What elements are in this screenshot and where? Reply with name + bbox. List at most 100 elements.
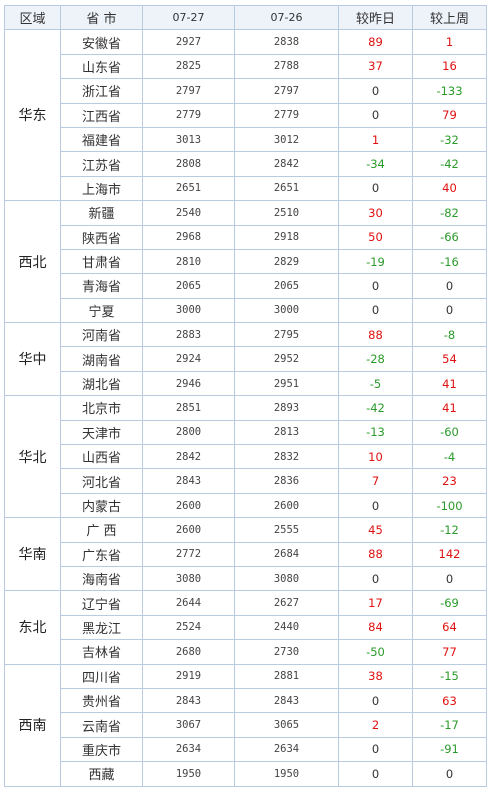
table-row: 陕西省 2968 2918 50 -66	[5, 224, 487, 250]
table-row: 浙江省 2797 2797 0 -133	[5, 78, 487, 104]
table-row: 内蒙古 2600 2600 0 -100	[5, 492, 487, 519]
province-cell: 河北省	[60, 468, 143, 494]
change-vs-yesterday-cell: 0	[338, 273, 413, 299]
province-cell: 黑龙江	[60, 614, 143, 641]
price-0726-cell: 2881	[234, 663, 339, 689]
price-0726-cell: 3080	[234, 565, 339, 592]
header-date-0726: 07-26	[234, 4, 339, 31]
price-0727-cell: 2842	[142, 444, 235, 470]
header-region: 区域	[4, 4, 61, 31]
price-0726-cell: 2952	[234, 346, 339, 372]
price-0727-cell: 3080	[142, 565, 235, 592]
table-row: 山东省 2825 2788 37 16	[5, 53, 487, 80]
table-row: 福建省 3013 3012 1 -32	[5, 126, 487, 153]
province-cell: 西藏	[60, 761, 143, 787]
price-0727-cell: 1950	[142, 761, 235, 787]
table-header: 区域 省 市 07-27 07-26 较昨日 较上周	[4, 4, 487, 31]
price-0726-cell: 2627	[234, 590, 339, 616]
table-row: 湖北省 2946 2951 -5 41	[5, 370, 487, 397]
change-vs-last-week-cell: -91	[412, 736, 487, 763]
price-0726-cell: 2651	[234, 175, 339, 202]
change-vs-last-week-cell: -15	[412, 663, 487, 689]
change-vs-last-week-cell: -69	[412, 590, 487, 616]
price-0727-cell: 2600	[142, 492, 235, 519]
province-cell: 湖北省	[60, 370, 143, 397]
province-cell: 内蒙古	[60, 492, 143, 519]
table-row: 云南省 3067 3065 2 -17	[5, 712, 487, 738]
change-vs-last-week-cell: -12	[412, 517, 487, 543]
province-cell: 湖南省	[60, 346, 143, 372]
header-province: 省 市	[60, 4, 143, 31]
table-row: 华南广 西 2600 2555 45 -12	[4, 517, 487, 592]
price-0726-cell: 2797	[234, 78, 339, 104]
change-vs-yesterday-cell: -28	[338, 346, 413, 372]
price-table-container: 区域 省 市 07-27 07-26 较昨日 较上周 华东 安徽省 2927 2838…	[4, 4, 487, 787]
header-vs-last-week: 较上周	[412, 4, 487, 31]
change-vs-yesterday-cell: 0	[338, 78, 413, 104]
price-0727-cell: 2634	[142, 736, 235, 763]
province-cell: 山东省	[60, 53, 143, 80]
change-vs-yesterday-cell: 88	[338, 322, 413, 348]
change-vs-last-week-cell: -42	[412, 151, 487, 177]
province-cell: 福建省	[60, 126, 143, 153]
province-cell: 陕西省	[60, 224, 143, 250]
price-0726-cell: 2788	[234, 53, 339, 80]
change-vs-yesterday-cell: 38	[338, 663, 413, 689]
table-row: 华东 安徽省 2927 2838 89 1	[4, 29, 487, 202]
table-body: 华东 安徽省 2927 2838 89 1 山东省 2825 2788 37 16 浙江省 2797 27…	[4, 29, 487, 787]
change-vs-yesterday-cell: -19	[338, 248, 413, 275]
price-0726-cell: 2440	[234, 614, 339, 641]
change-vs-yesterday-cell: -13	[338, 419, 413, 446]
table-row: 西藏 1950 1950 0 0	[5, 761, 487, 787]
change-vs-last-week-cell: 142	[412, 541, 487, 567]
change-vs-yesterday-cell: 0	[338, 102, 413, 128]
price-0726-cell: 3012	[234, 126, 339, 153]
change-vs-yesterday-cell: 50	[338, 224, 413, 250]
price-0727-cell: 2808	[142, 151, 235, 177]
price-table: 区域 省 市 07-27 07-26 较昨日 较上周 华东 安徽省 2927 2838…	[4, 4, 487, 787]
change-vs-yesterday-cell: -5	[338, 370, 413, 397]
change-vs-last-week-cell: 1	[412, 29, 487, 55]
price-0726-cell: 2829	[234, 248, 339, 275]
price-0726-cell: 2842	[234, 151, 339, 177]
table-row: 黑龙江 2524 2440 84 64	[5, 614, 487, 641]
change-vs-last-week-cell: -82	[412, 200, 487, 226]
price-0727-cell: 3000	[142, 297, 235, 324]
change-vs-yesterday-cell: 37	[338, 53, 413, 80]
change-vs-yesterday-cell: 7	[338, 468, 413, 494]
province-cell: 新疆	[60, 200, 143, 226]
price-0726-cell: 2832	[234, 444, 339, 470]
change-vs-last-week-cell: 77	[412, 639, 487, 665]
change-vs-yesterday-cell: 30	[338, 200, 413, 226]
change-vs-last-week-cell: 41	[412, 370, 487, 397]
change-vs-last-week-cell: 41	[412, 395, 487, 421]
province-cell: 海南省	[60, 565, 143, 592]
table-row: 江西省 2779 2779 0 79	[5, 102, 487, 128]
price-0727-cell: 2927	[142, 29, 235, 55]
change-vs-last-week-cell: 54	[412, 346, 487, 372]
table-row: 河北省 2843 2836 7 23	[5, 468, 487, 494]
price-0727-cell: 2065	[142, 273, 235, 299]
price-0726-cell: 3000	[234, 297, 339, 324]
change-vs-yesterday-cell: 0	[338, 736, 413, 763]
price-0726-cell: 2843	[234, 687, 339, 714]
price-0726-cell: 3065	[234, 712, 339, 738]
change-vs-last-week-cell: 40	[412, 175, 487, 202]
province-cell: 江西省	[60, 102, 143, 128]
price-0726-cell: 2836	[234, 468, 339, 494]
province-cell: 青海省	[60, 273, 143, 299]
price-0726-cell: 2795	[234, 322, 339, 348]
change-vs-last-week-cell: 79	[412, 102, 487, 128]
change-vs-yesterday-cell: 0	[338, 297, 413, 324]
province-cell: 辽宁省	[60, 590, 143, 616]
change-vs-yesterday-cell: 84	[338, 614, 413, 641]
price-0727-cell: 2825	[142, 53, 235, 80]
price-0727-cell: 2524	[142, 614, 235, 641]
price-0727-cell: 2600	[142, 517, 235, 543]
change-vs-last-week-cell: -133	[412, 78, 487, 104]
price-0727-cell: 2644	[142, 590, 235, 616]
price-0727-cell: 3067	[142, 712, 235, 738]
change-vs-last-week-cell: -100	[412, 492, 487, 519]
province-cell: 四川省	[60, 663, 143, 689]
change-vs-yesterday-cell: 2	[338, 712, 413, 738]
